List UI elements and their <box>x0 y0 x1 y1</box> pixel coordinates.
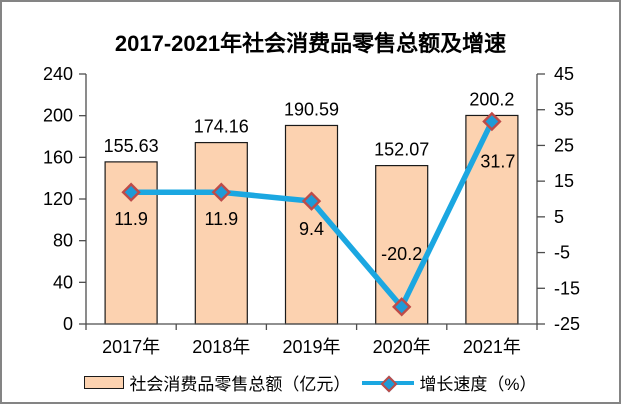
legend-item-bar-series: 社会消费品零售总额（亿元） <box>84 370 350 395</box>
left-axis-tick-label: 0 <box>63 314 73 334</box>
category-label: 2017年 <box>102 337 160 357</box>
line-value-label: -20.2 <box>381 244 422 264</box>
bar-value-label: 155.63 <box>104 136 159 156</box>
bar-series-label: 社会消费品零售总额（亿元） <box>129 375 351 394</box>
left-axis-tick-label: 160 <box>43 147 73 167</box>
line-value-label: 31.7 <box>480 152 515 172</box>
line-value-label: 9.4 <box>299 219 324 239</box>
left-axis-tick-label: 120 <box>43 189 73 209</box>
bar-2021年 <box>465 114 519 325</box>
line-marker-2018年 <box>211 182 231 202</box>
category-label: 2018年 <box>192 337 250 357</box>
right-axis-tick-label: 5 <box>554 207 564 227</box>
line-series-label: 增长速度（%） <box>419 375 537 394</box>
bar-value-label: 200.2 <box>469 89 514 109</box>
line-marker-2017年 <box>121 182 141 202</box>
line-series-swatch-icon <box>362 375 415 392</box>
right-axis-tick-label: 25 <box>554 135 574 155</box>
line-marker-2020年 <box>392 297 412 317</box>
right-axis-tick-label: -25 <box>554 314 580 334</box>
line-value-label: 11.9 <box>114 209 148 229</box>
left-axis-tick-label: 80 <box>53 231 73 251</box>
chart-legend: 社会消费品零售总额（亿元） 增长速度（%） <box>2 370 619 395</box>
right-axis-tick-label: 45 <box>554 64 574 84</box>
line-marker-2021年 <box>482 111 502 132</box>
bar-2018年 <box>194 141 248 325</box>
line-marker-2019年 <box>301 191 322 211</box>
diamond-marker-icon <box>380 375 398 392</box>
category-label: 2021年 <box>463 337 521 357</box>
bar-value-label: 152.07 <box>374 140 429 160</box>
right-axis-tick-label: -5 <box>554 243 570 263</box>
bar-value-label: 190.59 <box>284 99 339 119</box>
category-label: 2020年 <box>373 337 431 357</box>
bar-value-label: 174.16 <box>194 117 249 137</box>
category-label: 2019年 <box>282 337 340 357</box>
left-axis-tick-label: 240 <box>43 64 73 84</box>
right-axis-tick-label: 35 <box>554 100 574 120</box>
right-axis-tick-label: 15 <box>554 171 574 191</box>
chart-title: 2017-2021年社会消费品零售总额及增速 <box>114 31 507 56</box>
line-value-label: 11.9 <box>204 209 238 229</box>
left-axis-tick-label: 40 <box>53 272 73 292</box>
right-axis-tick-label: -15 <box>554 278 580 298</box>
left-axis-tick-label: 200 <box>43 106 73 126</box>
bar-series-swatch-icon <box>84 376 125 389</box>
legend-item-line-series: 增长速度（%） <box>362 370 537 395</box>
